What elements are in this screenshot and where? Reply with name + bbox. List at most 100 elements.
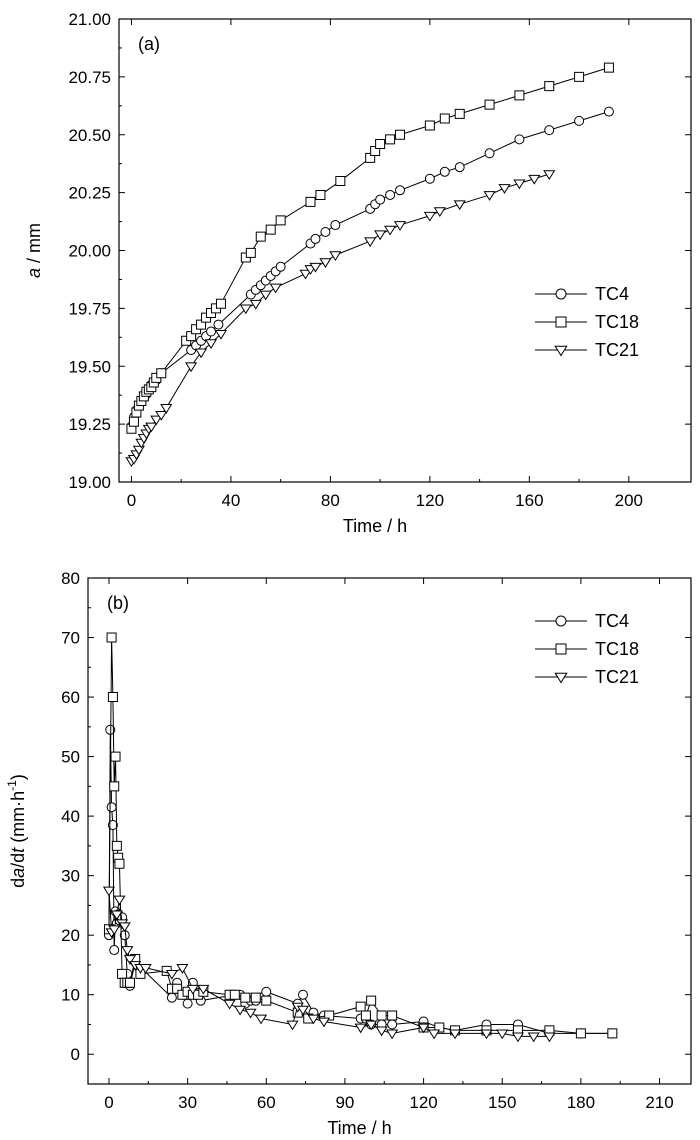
data-point-tc21	[423, 211, 436, 222]
data-point-tc18	[109, 781, 120, 792]
data-point-tc21	[511, 1032, 525, 1043]
y-axis-title-unit: / mm	[24, 223, 44, 268]
y-tick-label: 20.00	[68, 242, 111, 261]
chart-panel-a: 0 40 80 120 160 200 19.00 19.25 19.50 19.75 20.00 2…	[24, 10, 692, 536]
data-point-tc4	[574, 115, 585, 126]
data-point-tc18	[250, 992, 261, 1003]
data-point-tc4	[387, 1019, 398, 1030]
y-tick-label: 19.25	[68, 415, 111, 434]
data-point-tc4	[439, 166, 450, 177]
legend-marker-tc18	[555, 643, 567, 655]
data-point-tc18	[387, 1010, 398, 1021]
y-tick-label: 80	[61, 569, 80, 588]
x-tick-label: 40	[221, 491, 240, 510]
data-point-tc21	[329, 251, 342, 262]
x-tick-label: 180	[567, 1093, 595, 1112]
panel-label: (a)	[138, 34, 160, 54]
legend-label-tc21: TC21	[595, 667, 639, 687]
data-point-tc21	[483, 191, 496, 201]
y-tick-label: 20.75	[68, 68, 111, 87]
data-point-tc21	[299, 269, 312, 280]
data-point-tc4	[166, 992, 177, 1003]
data-point-tc4	[514, 134, 525, 145]
data-point-tc21	[239, 304, 252, 315]
data-point-tc4	[213, 319, 224, 330]
data-point-tc4	[544, 125, 555, 136]
data-point-tc21	[498, 184, 511, 194]
legend-label-tc4: TC4	[595, 611, 629, 631]
data-point-tc4	[454, 162, 465, 173]
legend: TC4 TC18 TC21	[535, 284, 639, 360]
series-tc18	[103, 632, 618, 1039]
data-point-tc18	[240, 992, 251, 1003]
data-point-tc21	[259, 290, 272, 301]
data-point-tc18	[107, 692, 118, 703]
data-point-tc18	[111, 840, 122, 851]
legend-label-tc4: TC4	[595, 284, 629, 304]
legend-label-tc21: TC21	[595, 340, 639, 360]
data-point-tc21	[269, 283, 282, 294]
x-tick-label: 200	[615, 491, 643, 510]
data-point-tc4	[320, 226, 331, 237]
data-point-tc18	[315, 189, 326, 200]
data-point-tc21	[528, 174, 541, 185]
legend-label-tc18: TC18	[595, 639, 639, 659]
data-point-tc21	[307, 1014, 320, 1025]
y-axis-title: da/dt (mm·h-1)	[5, 774, 28, 888]
data-point-tc18	[484, 99, 495, 110]
data-point-tc21	[113, 895, 126, 906]
data-point-tc21	[393, 221, 407, 231]
data-point-tc21	[197, 984, 210, 995]
data-point-tc21	[214, 329, 228, 340]
data-point-tc18	[110, 751, 121, 762]
data-point-tc21	[186, 984, 199, 995]
data-point-tc21	[319, 258, 332, 268]
legend: TC4 TC18 TC21	[535, 611, 639, 687]
data-point-tc4	[261, 986, 272, 997]
y-axis-title: a / mm	[24, 223, 44, 278]
data-point-tc18	[514, 90, 525, 101]
y-tick-label: 60	[61, 688, 80, 707]
x-axis-title: Time / h	[327, 1118, 391, 1138]
data-point-tc21	[448, 1029, 462, 1040]
x-tick-label: 120	[416, 491, 444, 510]
data-point-tc21	[375, 1026, 388, 1037]
data-point-tc21	[249, 299, 262, 310]
data-point-tc4	[182, 998, 193, 1009]
data-point-tc4	[297, 989, 308, 1000]
data-point-tc21	[513, 179, 526, 190]
data-point-tc4	[106, 802, 117, 813]
data-point-tc4	[375, 194, 386, 205]
data-point-tc4	[385, 189, 396, 200]
data-point-tc18	[385, 134, 396, 145]
data-point-tc21	[496, 1029, 509, 1040]
data-point-tc18	[544, 81, 555, 92]
y-tick-label: 70	[61, 629, 80, 648]
data-point-tc21	[384, 225, 397, 236]
data-point-tc21	[145, 422, 158, 433]
series-tc21	[125, 170, 556, 468]
data-point-tc21	[364, 237, 377, 248]
data-point-tc18	[454, 108, 465, 119]
data-point-tc4	[109, 945, 120, 956]
x-tick-label: 0	[104, 1093, 113, 1112]
y-axis-title-part: /d	[8, 853, 28, 868]
x-tick-label: 120	[409, 1093, 437, 1112]
x-tick-label: 160	[515, 491, 543, 510]
data-point-tc18	[366, 995, 377, 1006]
data-point-tc18	[245, 247, 256, 258]
y-tick-label: 50	[61, 748, 80, 767]
legend-label-tc18: TC18	[595, 312, 639, 332]
data-point-tc21	[309, 262, 322, 273]
data-point-tc18	[305, 196, 316, 207]
y-axis-title-part: a	[8, 868, 28, 878]
data-point-tc21	[296, 1005, 310, 1016]
data-point-tc18	[355, 1001, 366, 1012]
legend-marker-tc21	[554, 345, 568, 357]
data-point-tc21	[139, 964, 152, 974]
chart-panel-b: 0 30 60 90 120 150 180 210 0 10 20 30 40 50 60 70 80 Time…	[5, 569, 692, 1138]
data-point-tc4	[330, 220, 341, 231]
data-point-tc4	[603, 106, 614, 117]
x-tick-label: 210	[645, 1093, 673, 1112]
